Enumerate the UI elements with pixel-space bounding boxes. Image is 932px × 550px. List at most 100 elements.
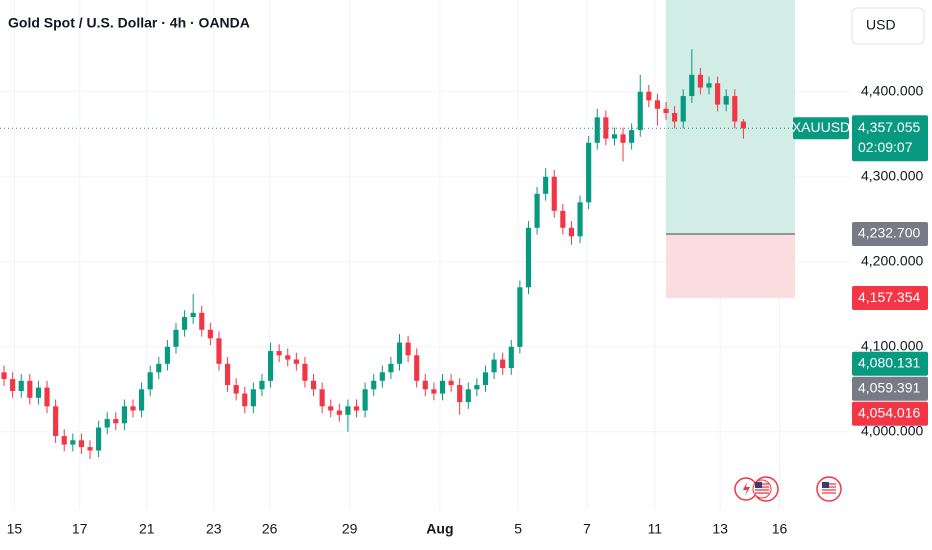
symbol-tag: [793, 117, 849, 140]
candle-body: [78, 440, 84, 448]
candle-body: [302, 363, 308, 381]
candle-body: [104, 419, 110, 428]
candle-body: [276, 351, 282, 356]
candle-body: [663, 108, 669, 114]
candle-body: [1, 372, 7, 380]
candle-body: [508, 346, 514, 369]
candle-body: [164, 346, 170, 364]
candle-body: [156, 363, 162, 373]
event-icon-glyph: [743, 482, 750, 496]
candle-body: [646, 91, 652, 101]
candle-body: [147, 372, 153, 390]
flag-stripes: [755, 483, 769, 494]
candle-body: [216, 338, 222, 364]
candle-body: [414, 355, 420, 381]
candle-body: [672, 113, 678, 122]
candle-body: [336, 410, 342, 415]
candle-body: [482, 372, 489, 386]
price-tag-label: 4,157.354: [858, 289, 920, 305]
candle-body: [18, 380, 24, 391]
candle-body: [388, 363, 394, 373]
candle-body: [362, 389, 368, 411]
currency-button[interactable]: [851, 7, 925, 45]
x-tick-label: 7: [583, 521, 591, 537]
candle-body: [10, 379, 16, 391]
candle-body: [594, 117, 600, 143]
candle-body: [53, 406, 59, 437]
candle-body: [328, 406, 334, 411]
x-tick-label: 5: [514, 521, 522, 537]
candle-body: [242, 393, 248, 407]
price-tag: [852, 222, 928, 247]
candle-body: [87, 447, 93, 451]
loss-zone: [666, 234, 795, 299]
candle-body: [173, 329, 179, 347]
candle-body: [233, 385, 239, 394]
candle-body: [345, 406, 351, 415]
price-tag: [852, 401, 928, 426]
profit-zone: [666, 0, 795, 235]
candle-body: [620, 134, 626, 143]
candle-body: [654, 100, 661, 109]
x-tick-label: 11: [648, 521, 663, 537]
candle-body: [310, 380, 317, 390]
candle-body: [250, 389, 256, 407]
price-tag-label: 4,357.055: [858, 119, 920, 135]
candle-body: [139, 389, 145, 411]
x-tick-label: 26: [262, 521, 278, 537]
candle-body: [319, 389, 325, 407]
candle-body: [697, 74, 703, 88]
candle-body: [405, 342, 411, 356]
price-tag: [852, 115, 928, 162]
price-tag-label: 4,232.700: [858, 225, 920, 241]
candle-body: [396, 342, 403, 364]
candle-body: [611, 134, 618, 139]
x-tick-label: 13: [712, 521, 728, 537]
candle-body: [568, 227, 575, 237]
countdown: 02:09:07: [858, 139, 913, 155]
candle-body: [689, 74, 695, 97]
candle-body: [723, 96, 729, 105]
x-tick-label: 21: [139, 521, 155, 537]
candle-body: [70, 440, 76, 445]
event-icon[interactable]: [816, 476, 842, 502]
price-tag-label: 4,080.131: [858, 354, 920, 370]
y-tick-label: 4,100.000: [861, 338, 923, 354]
candle-body: [491, 359, 497, 373]
candle-body: [121, 406, 127, 424]
candle-body: [44, 387, 50, 407]
candle-body: [525, 227, 532, 288]
candle-body: [224, 363, 231, 386]
price-tag: [852, 376, 928, 401]
candle-body: [422, 380, 428, 390]
candles: [1, 49, 746, 459]
chart-title: Gold Spot / U.S. Dollar · 4h · OANDA: [8, 15, 250, 31]
candle-body: [267, 351, 274, 381]
candle-body: [207, 329, 213, 339]
flag-stripes: [822, 483, 836, 494]
candle-body: [629, 130, 635, 143]
candle-body: [285, 355, 291, 360]
candle-body: [560, 210, 566, 228]
candle-body: [740, 121, 746, 129]
y-tick-label: 4,400.000: [861, 83, 923, 99]
candle-body: [27, 380, 33, 398]
candle-body: [534, 193, 540, 228]
candle-body: [293, 359, 299, 364]
candle-body: [113, 419, 119, 424]
x-tick-label: 17: [72, 521, 88, 537]
y-tick-label: 4,000.000: [861, 423, 923, 439]
price-tag-label: 4,059.391: [858, 379, 920, 395]
event-icons: [734, 476, 842, 502]
candle-body: [465, 389, 471, 403]
candle-body: [431, 389, 437, 394]
candle-body: [353, 406, 360, 411]
candle-body: [586, 142, 592, 203]
candle-body: [130, 406, 136, 411]
y-tick-label: 4,200.000: [861, 253, 923, 269]
candle-body: [543, 176, 549, 194]
x-tick-label: 16: [772, 521, 788, 537]
candle-body: [371, 380, 377, 390]
candle-body: [448, 380, 454, 386]
